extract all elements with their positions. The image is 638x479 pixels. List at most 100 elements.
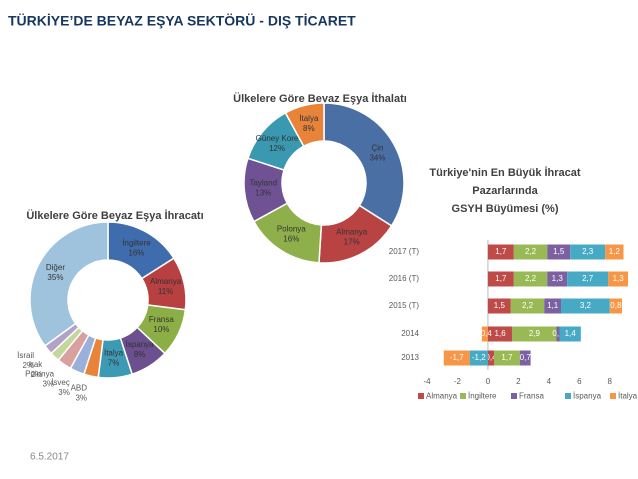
bar-label: -1,2 — [472, 353, 486, 362]
bar-label: 0,2 — [552, 329, 564, 338]
slice-label: Irak 2% — [29, 360, 43, 379]
chart-title: Ülkelere Göre Beyaz Eşya İthalatı — [233, 92, 407, 105]
bar-label: 1,5 — [553, 247, 565, 256]
bar-segment — [487, 298, 511, 314]
bar-label: 1,3 — [613, 274, 625, 283]
y-tick-label: 2017 (T) — [389, 247, 420, 256]
slice-label: Polonya 16% — [277, 225, 306, 244]
bar-label: -0,4 — [478, 329, 492, 338]
slice-value: 3% — [75, 394, 87, 403]
bar-label: -1,7 — [450, 353, 464, 362]
slice-label: İsveç 3% — [51, 378, 70, 397]
bar-segment — [513, 244, 548, 260]
slice-label: İtalya 7% — [104, 349, 124, 368]
slice-label: Çin 34% — [369, 144, 385, 163]
x-tick-label: -4 — [423, 377, 431, 386]
x-tick-label: 6 — [577, 377, 582, 386]
bar-segment — [556, 326, 560, 342]
slice-value: 10% — [153, 325, 169, 334]
donut-slice — [29, 221, 109, 347]
slice-category: Diğer — [46, 263, 65, 272]
slice-value: 8% — [303, 124, 315, 133]
chart-title: Türkiye'nin En Büyük İhracat — [429, 166, 580, 179]
bar-segment — [487, 350, 495, 366]
donut-slice — [323, 102, 405, 227]
slice-value: 2% — [22, 361, 34, 370]
y-tick-label: 2013 — [401, 353, 419, 362]
bar-segment — [547, 271, 568, 287]
bar-label: 1,7 — [501, 353, 513, 362]
slice-label: Fransa 10% — [149, 315, 174, 334]
bar-segment — [559, 326, 581, 342]
bar-label: 1,7 — [495, 247, 507, 256]
slice-category: İsrail — [17, 351, 34, 360]
slice-label: Tayland 13% — [249, 179, 277, 198]
bar-segment — [561, 298, 610, 314]
legend-swatch — [511, 393, 517, 399]
bar-segment — [494, 350, 520, 366]
x-tick-label: 0 — [486, 377, 491, 386]
slice-category: İtalya — [299, 114, 319, 123]
slice-value: 13% — [255, 189, 271, 198]
slice-label: ABD 3% — [71, 384, 88, 403]
slice-value: 16% — [283, 235, 299, 244]
slice-label: Almanya 17% — [336, 227, 368, 246]
slice-value: 2% — [31, 370, 43, 379]
legend-label: İngiltere — [468, 392, 497, 401]
slice-category: Irak — [29, 360, 43, 369]
bar-label: 2,7 — [582, 274, 594, 283]
slice-category: Almanya — [150, 277, 182, 286]
slice-label: İngiltere 16% — [122, 238, 151, 257]
slice-value: 7% — [108, 359, 120, 368]
slice-value: 16% — [128, 248, 144, 257]
slice-category: Çin — [371, 144, 383, 153]
bar-label: 2,9 — [529, 329, 541, 338]
bar-segment — [605, 244, 624, 260]
bar-label: 1,2 — [609, 247, 621, 256]
slice-category: Tayland — [249, 179, 277, 188]
slice-value: 12% — [269, 144, 285, 153]
chart-title: Ülkelere Göre Beyaz Eşya İhracatı — [26, 209, 203, 222]
slice-category: ABD — [71, 384, 88, 393]
bar-label: 1,1 — [547, 301, 559, 310]
slice-category: Polonya — [277, 225, 306, 234]
legend-label: Fransa — [519, 392, 544, 401]
slice-category: İngiltere — [122, 238, 151, 247]
slice-category: Güney Kore — [256, 134, 299, 143]
slice-value: 35% — [47, 273, 63, 282]
slice-category: İtalya — [104, 349, 124, 358]
bar-segment — [510, 298, 545, 314]
bar-label: 0,7 — [520, 353, 532, 362]
bar-label: 1,3 — [552, 274, 564, 283]
slice-label: İspanya 8% — [126, 340, 155, 359]
bar-segment — [481, 326, 488, 342]
slice-label: Almanya 11% — [150, 277, 182, 296]
bar-label: 2,3 — [582, 247, 594, 256]
slice-label: Güney Kore 12% — [256, 134, 299, 153]
legend-label: Almanya — [426, 392, 458, 401]
legend-label: İspanya — [573, 392, 602, 401]
bar-label: 1,5 — [494, 301, 506, 310]
bar-label: 2,2 — [522, 301, 534, 310]
legend-label: İtalya — [618, 392, 638, 401]
bar-segment — [487, 244, 514, 260]
bar-segment — [547, 244, 571, 260]
donut-slice — [284, 102, 325, 148]
chart-title: Pazarlarında — [472, 185, 538, 197]
x-tick-label: 2 — [516, 377, 521, 386]
slice-value: 3% — [42, 380, 54, 389]
slice-label: İsrail 2% — [17, 351, 34, 370]
x-tick-label: 8 — [608, 377, 613, 386]
slice-category: İspanya — [126, 340, 155, 349]
bar-segment — [544, 298, 562, 314]
legend-swatch — [418, 393, 424, 399]
y-tick-label: 2014 — [401, 329, 419, 338]
slice-category: Polonya — [25, 370, 54, 379]
bar-label: 0,8 — [610, 301, 622, 310]
y-tick-label: 2015 (T) — [389, 301, 420, 310]
bar-label: 1,7 — [495, 274, 507, 283]
bar-segment — [570, 244, 606, 260]
bar-segment — [487, 271, 514, 287]
bar-segment — [608, 271, 629, 287]
